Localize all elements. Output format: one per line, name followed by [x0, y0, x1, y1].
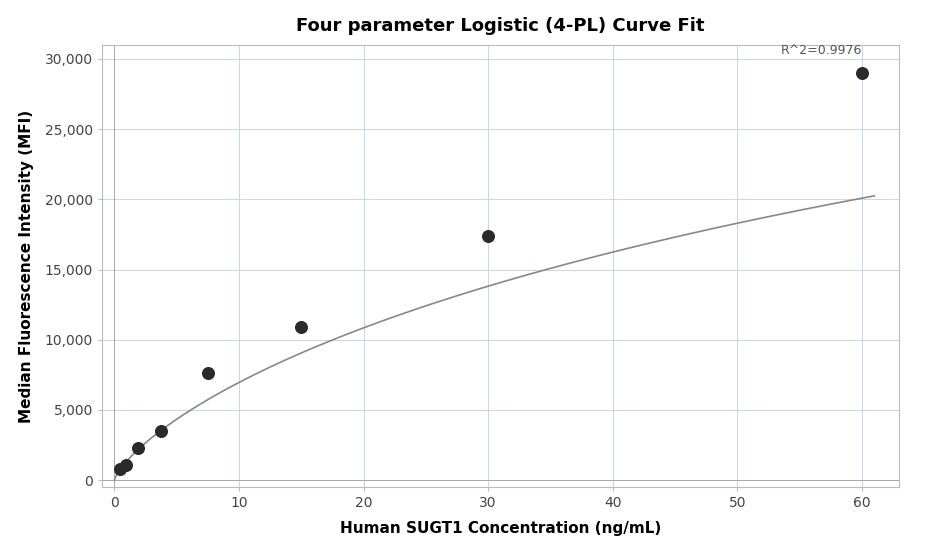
Point — [294, 323, 309, 332]
Point — [200, 369, 215, 378]
Title: Four parameter Logistic (4-PL) Curve Fit: Four parameter Logistic (4-PL) Curve Fit — [297, 17, 705, 35]
Point — [119, 461, 133, 470]
Point — [481, 231, 496, 240]
Point — [113, 464, 128, 473]
X-axis label: Human SUGT1 Concentration (ng/mL): Human SUGT1 Concentration (ng/mL) — [340, 521, 661, 536]
Point — [131, 444, 146, 452]
Point — [154, 427, 169, 436]
Text: R^2=0.9976: R^2=0.9976 — [781, 44, 862, 58]
Y-axis label: Median Fluorescence Intensity (MFI): Median Fluorescence Intensity (MFI) — [19, 109, 33, 423]
Point — [855, 68, 870, 77]
